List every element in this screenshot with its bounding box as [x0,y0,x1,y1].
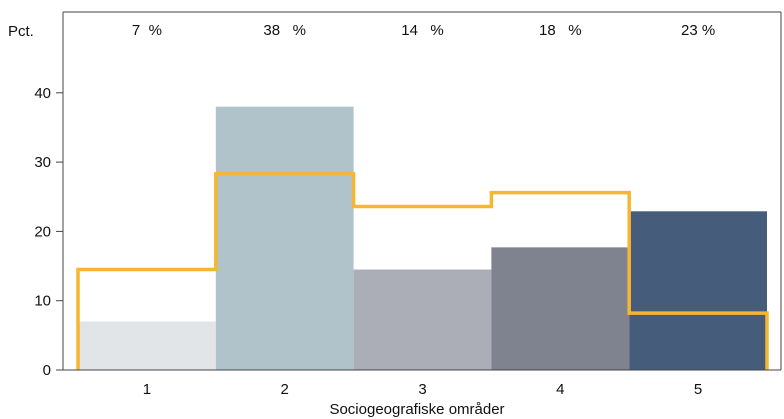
x-tick-label-3: 3 [418,381,426,398]
x-axis-title: Sociogeografiske områder [329,401,504,418]
x-tick-label-2: 2 [281,381,289,398]
y-tick-label-20: 20 [34,223,51,240]
percent-label-4: 18 % [539,22,582,39]
y-tick-label-10: 10 [34,293,51,310]
bar-3 [353,269,492,370]
bars-layer [78,106,767,370]
plot-frame [62,11,782,371]
percent-label-2: 38 % [263,22,306,39]
percent-label-3: 14 % [401,22,444,39]
y-axis-title: Pct. [8,23,34,40]
percent-label-5: 23 % [681,22,715,39]
step-line-layer [76,172,769,370]
x-tick-label-1: 1 [143,381,151,398]
y-axis: 0 10 20 30 40 [34,85,63,379]
x-axis: 1 2 3 4 5 [143,381,703,398]
y-tick-label-40: 40 [34,85,51,102]
bar-2 [215,106,354,370]
percent-labels: 7 % 38 % 14 % 18 % 23 % [132,22,715,39]
bar-4 [491,247,630,370]
y-tick-label-0: 0 [43,362,51,379]
x-tick-label-5: 5 [694,381,702,398]
bar-1 [78,321,216,370]
bar-5 [629,211,767,370]
step-line [76,172,769,370]
x-tick-label-4: 4 [556,381,564,398]
percent-label-1: 7 % [132,22,162,39]
y-tick-label-30: 30 [34,154,51,171]
